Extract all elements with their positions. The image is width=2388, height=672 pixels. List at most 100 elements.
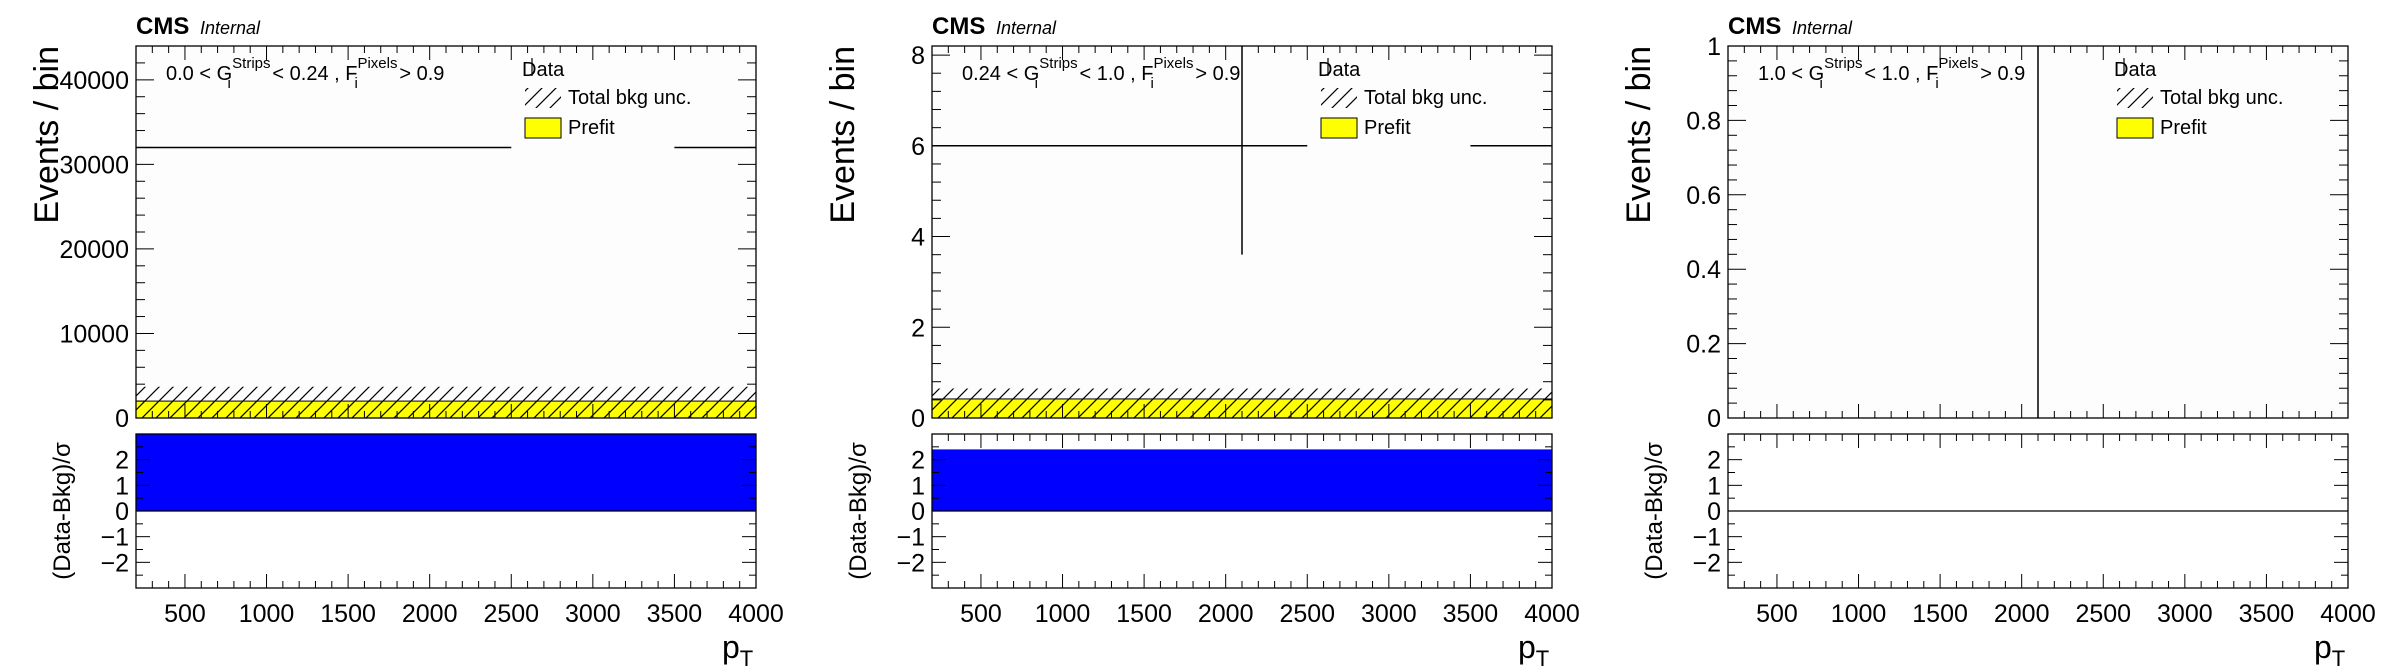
pull-bar: [136, 434, 756, 511]
region-label-part: 0.24 < G: [962, 63, 1039, 85]
x-axis-title-sub: T: [740, 646, 753, 671]
legend-unc-label: Total bkg unc.: [1364, 87, 1487, 109]
x-tick-label: 4000: [1524, 600, 1580, 628]
ratio-y-axis-title: (Data-Bkg)/σ: [845, 442, 872, 580]
ratio-y-tick-label: 2: [1707, 447, 1721, 475]
ratio-y-tick-label: 0: [115, 498, 129, 526]
plot-area: [136, 46, 756, 418]
region-label-part: Strips: [232, 55, 270, 72]
cms-sublabel: Internal: [996, 18, 1057, 38]
ratio-y-axis-title: (Data-Bkg)/σ: [1641, 442, 1668, 580]
region-label-part: 0.0 < G: [166, 63, 232, 85]
region-label: 0.24 < GStrips i < 1.0 , FPixels i > 0.9: [962, 55, 1240, 92]
region-label-part: i: [1150, 75, 1153, 92]
x-tick-label: 3500: [1443, 600, 1499, 628]
x-tick-label: 2500: [2075, 600, 2131, 628]
ratio-y-axis-title: (Data-Bkg)/σ: [49, 442, 76, 580]
x-tick-label: 3000: [565, 600, 621, 628]
chart-panel-2: 0 2 4 6 8 Events / bin CMS Internal 0.24 < GStri…: [824, 13, 1580, 671]
x-tick-label: 500: [960, 600, 1002, 628]
legend-prefit-label: Prefit: [1364, 117, 1411, 139]
y-axis-title: Events / bin: [28, 46, 66, 224]
region-label-part: Pixels: [357, 55, 397, 72]
y-tick-label: 0: [1707, 405, 1721, 433]
y-tick-label: 20000: [59, 236, 129, 264]
y-tick-label: 0: [911, 405, 925, 433]
x-axis-title-main: p: [2314, 629, 2332, 665]
region-label-part: i: [1935, 75, 1938, 92]
ratio-y-tick-label: −2: [100, 549, 129, 577]
y-tick-label: 0.4: [1686, 256, 1721, 284]
ratio-y-tick-label: 1: [911, 472, 925, 500]
legend-unc-swatch: [525, 88, 561, 108]
region-label-part: < 1.0 , F: [1859, 63, 1938, 85]
x-tick-label: 1000: [1035, 600, 1091, 628]
legend-unc-label: Total bkg unc.: [568, 87, 691, 109]
pull-bar: [932, 449, 1552, 511]
y-tick-label: 6: [911, 133, 925, 161]
region-label-part: 1.0 < G: [1758, 63, 1824, 85]
x-tick-label: 2500: [483, 600, 539, 628]
y-tick-label: 10000: [59, 320, 129, 348]
ratio-y-tick-label: 1: [1707, 472, 1721, 500]
x-axis-title: pT: [722, 629, 753, 671]
x-axis-title-main: p: [722, 629, 740, 665]
y-tick-label: 8: [911, 42, 925, 70]
region-label-part: < 0.24 , F: [267, 63, 358, 85]
region-label-part: i: [228, 75, 231, 92]
y-tick-label: 40000: [59, 67, 129, 95]
ratio-y-tick-label: −1: [896, 524, 925, 552]
y-tick-label: 0.6: [1686, 182, 1721, 210]
region-label-part: Pixels: [1153, 55, 1193, 72]
ratio-y-tick-label: −2: [1692, 549, 1721, 577]
legend-prefit-swatch: [2116, 117, 2154, 139]
y-tick-label: 1: [1707, 33, 1721, 61]
y-axis-title: Events / bin: [824, 46, 862, 224]
x-tick-label: 3000: [1361, 600, 1417, 628]
region-label: 0.0 < GStrips i < 0.24 , FPixels i > 0.9: [166, 55, 444, 92]
ratio-y-tick-label: 0: [1707, 498, 1721, 526]
x-axis-title-main: p: [1518, 629, 1536, 665]
x-tick-label: 2000: [1994, 600, 2050, 628]
ratio-y-tick-label: 0: [911, 498, 925, 526]
x-tick-label: 3500: [647, 600, 703, 628]
x-axis-title-sub: T: [1536, 646, 1549, 671]
cms-label: CMS: [136, 13, 189, 40]
x-tick-label: 3500: [2239, 600, 2295, 628]
x-tick-label: 2000: [1198, 600, 1254, 628]
ratio-y-tick-label: 2: [911, 447, 925, 475]
ratio-y-tick-label: −1: [1692, 524, 1721, 552]
cms-label: CMS: [1728, 13, 1781, 40]
region-label-part: Strips: [1824, 55, 1862, 72]
x-tick-label: 500: [1756, 600, 1798, 628]
region-label-part: > 0.9: [394, 63, 445, 85]
x-tick-label: 1500: [1116, 600, 1172, 628]
region-label-part: i: [1820, 75, 1823, 92]
ratio-y-tick-label: 2: [115, 447, 129, 475]
x-tick-label: 1500: [320, 600, 376, 628]
legend-unc-label: Total bkg unc.: [2160, 87, 2283, 109]
ratio-y-tick-label: −2: [896, 549, 925, 577]
legend-unc-swatch: [1321, 88, 1357, 108]
x-tick-label: 3000: [2157, 600, 2213, 628]
y-tick-label: 0.2: [1686, 331, 1721, 359]
cms-sublabel: Internal: [200, 18, 261, 38]
region-label-part: i: [1035, 75, 1038, 92]
ratio-y-tick-label: −1: [100, 524, 129, 552]
legend-prefit-swatch: [1320, 117, 1358, 139]
legend-prefit-label: Prefit: [568, 117, 615, 139]
x-tick-label: 4000: [2320, 600, 2376, 628]
y-tick-label: 0.8: [1686, 107, 1721, 135]
region-label-part: < 1.0 , F: [1074, 63, 1153, 85]
legend-data-label: Data: [1318, 59, 1361, 81]
y-axis-title: Events / bin: [1620, 46, 1658, 224]
cms-label: CMS: [932, 13, 985, 40]
legend-prefit-label: Prefit: [2160, 117, 2207, 139]
x-tick-label: 2500: [1279, 600, 1335, 628]
y-tick-label: 30000: [59, 151, 129, 179]
legend-data-label: Data: [522, 59, 565, 81]
ratio-y-tick-label: 1: [115, 472, 129, 500]
y-tick-label: 0: [115, 405, 129, 433]
x-tick-label: 500: [164, 600, 206, 628]
